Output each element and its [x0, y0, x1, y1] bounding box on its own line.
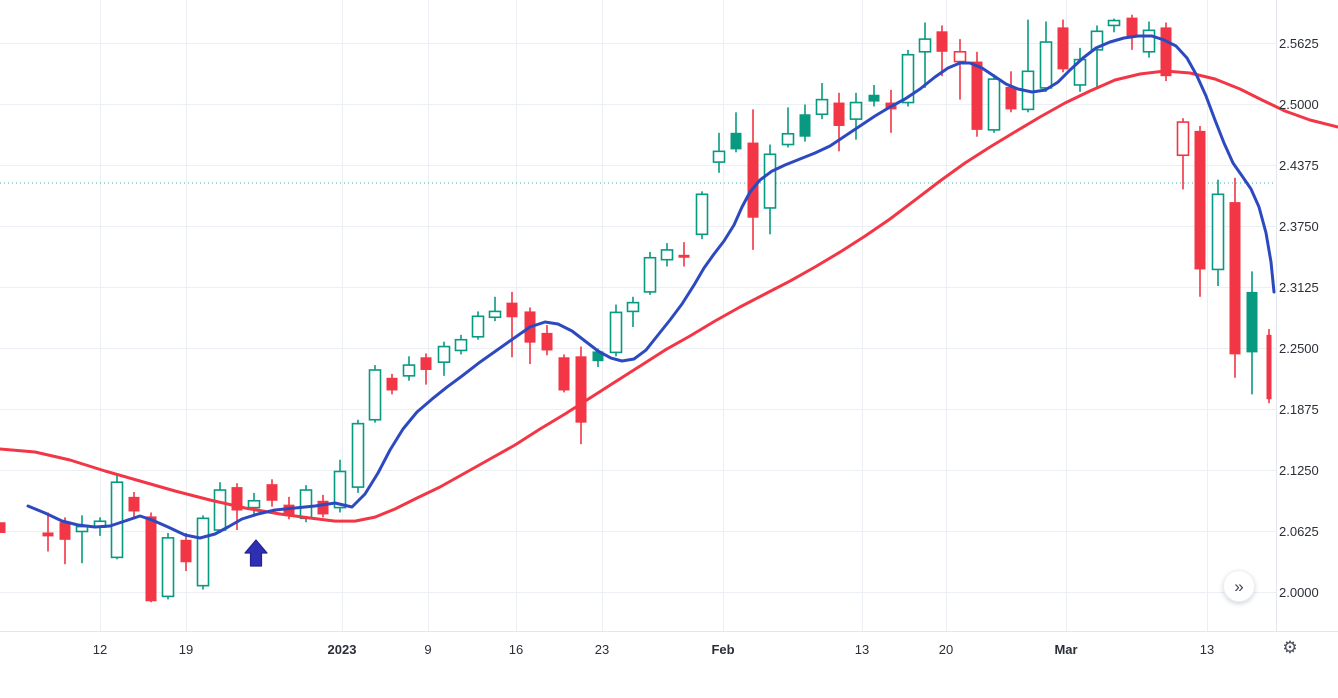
gear-icon: ⚙ — [1282, 638, 1298, 657]
svg-text:2.4375: 2.4375 — [1279, 158, 1319, 173]
ma-slow-line — [0, 69, 1338, 523]
svg-text:19: 19 — [179, 642, 193, 657]
grid-layer — [0, 0, 1276, 631]
settings-gear-icon[interactable]: ⚙ — [1279, 637, 1301, 659]
time-axis[interactable] — [0, 632, 1338, 672]
svg-text:2.0625: 2.0625 — [1279, 524, 1319, 539]
axis-separators — [0, 0, 1338, 632]
svg-text:2023: 2023 — [328, 642, 357, 657]
svg-text:13: 13 — [1200, 642, 1214, 657]
scroll-to-recent-button[interactable]: » — [1223, 570, 1255, 602]
svg-text:2.3125: 2.3125 — [1279, 280, 1319, 295]
svg-text:2.0000: 2.0000 — [1279, 585, 1319, 600]
price-axis[interactable] — [1277, 0, 1338, 631]
svg-text:Feb: Feb — [711, 642, 734, 657]
svg-text:12: 12 — [93, 642, 107, 657]
candlesticks-layer — [0, 14, 1272, 603]
svg-text:2.3750: 2.3750 — [1279, 219, 1319, 234]
svg-text:2.5625: 2.5625 — [1279, 36, 1319, 51]
double-chevron-right-icon: » — [1234, 576, 1244, 596]
ma-fast-line — [26, 34, 1276, 540]
svg-text:Mar: Mar — [1054, 642, 1077, 657]
svg-text:16: 16 — [509, 642, 523, 657]
svg-text:13: 13 — [855, 642, 869, 657]
svg-text:2.1875: 2.1875 — [1279, 402, 1319, 417]
time-axis-labels: 12 19 2023 9 16 23 Feb 13 20 Mar 13 — [93, 642, 1214, 657]
svg-text:2.5000: 2.5000 — [1279, 97, 1319, 112]
svg-text:20: 20 — [939, 642, 953, 657]
svg-text:2.1250: 2.1250 — [1279, 463, 1319, 478]
price-axis-labels: 2.5625 2.5000 2.4375 2.3750 2.3125 2.2500 2.18… — [1279, 36, 1319, 600]
svg-text:9: 9 — [424, 642, 431, 657]
buy-arrow-marker[interactable] — [244, 539, 268, 567]
svg-text:2.2500: 2.2500 — [1279, 341, 1319, 356]
svg-text:23: 23 — [595, 642, 609, 657]
